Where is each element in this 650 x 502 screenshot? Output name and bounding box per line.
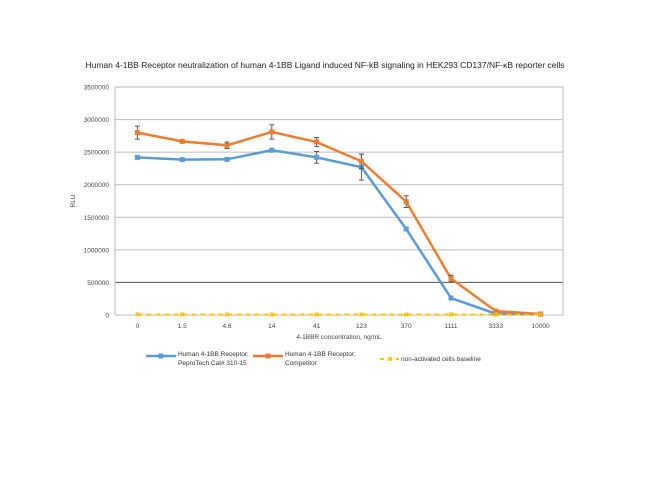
data-point-baseline: ✖ xyxy=(314,312,320,319)
data-point-0 xyxy=(493,311,499,317)
y-tick-label: 1500000 xyxy=(84,215,110,222)
data-point-1 xyxy=(179,138,185,144)
legend-label-line2: Competitor xyxy=(285,360,317,367)
legend-marker-point xyxy=(265,353,271,359)
x-axis-label: 4-1BBR concentration, ng/mL xyxy=(296,334,382,341)
chart-title: Human 4-1BB Receptor neutralization of h… xyxy=(85,60,565,70)
data-point-0 xyxy=(448,295,454,301)
legend-marker-point xyxy=(158,353,164,359)
data-point-0 xyxy=(179,157,185,163)
data-point-baseline: ✖ xyxy=(403,312,409,319)
legend-item-baseline: non-activated cells baseline xyxy=(401,355,481,364)
data-point-baseline: ✖ xyxy=(448,312,454,319)
legend-item-competitor: Human 4-1BB Receptor; Competitor xyxy=(285,350,356,368)
x-tick-label: 1.5 xyxy=(178,323,187,330)
y-tick-label: 0 xyxy=(105,313,109,320)
data-point-baseline: ✖ xyxy=(358,312,364,319)
y-tick-label: 2500000 xyxy=(84,150,110,157)
data-point-baseline: ✖ xyxy=(269,312,275,319)
data-point-0 xyxy=(134,154,140,160)
series-line-0 xyxy=(137,148,541,316)
y-tick-label: 2000000 xyxy=(84,182,110,189)
data-point-1 xyxy=(448,276,454,282)
data-point-1 xyxy=(224,142,230,148)
y-tick-label: 1000000 xyxy=(84,247,110,254)
data-point-1 xyxy=(358,158,364,164)
data-point-baseline: ✖ xyxy=(538,312,544,319)
data-point-baseline: ✖ xyxy=(134,312,140,319)
legend-label-line2: PeproTech Cat# 310-15 xyxy=(178,360,247,367)
data-point-0 xyxy=(403,226,409,232)
data-point-1 xyxy=(493,308,499,314)
legend-label-line1: Human 4-1BB Receptor; xyxy=(285,351,356,358)
data-point-baseline: ✖ xyxy=(179,312,185,319)
x-tick-label: 3333 xyxy=(489,323,504,330)
legend-label-line1: non-activated cells baseline xyxy=(401,356,481,363)
legend-item-peprotech: Human 4-1BB Receptor; PeproTech Cat# 310… xyxy=(178,350,249,368)
data-point-1 xyxy=(403,199,409,205)
x-tick-label: 41 xyxy=(313,323,321,330)
legend-label-line1: Human 4-1BB Receptor; xyxy=(178,351,249,358)
data-point-1 xyxy=(314,139,320,145)
y-tick-label: 3000000 xyxy=(84,117,110,124)
data-point-baseline: ✖ xyxy=(493,312,499,319)
series-line-1 xyxy=(137,130,541,316)
x-tick-label: 4.6 xyxy=(222,323,231,330)
data-point-1 xyxy=(134,130,140,136)
data-point-0 xyxy=(314,154,320,160)
x-tick-label: 10000 xyxy=(532,323,550,330)
x-tick-label: 370 xyxy=(401,323,412,330)
data-point-baseline: ✖ xyxy=(224,312,230,319)
x-tick-label: 123 xyxy=(356,323,367,330)
legend-marker-point: ✖ xyxy=(387,357,393,364)
y-axis-label: RLU xyxy=(70,194,77,207)
x-tick-label: 1111 xyxy=(444,323,457,330)
x-tick-label: 14 xyxy=(268,323,276,330)
data-point-0 xyxy=(269,147,275,153)
y-tick-label: 3500000 xyxy=(84,85,110,92)
x-tick-label: 0 xyxy=(136,323,140,330)
data-point-1 xyxy=(538,311,544,317)
data-point-0 xyxy=(224,156,230,162)
data-point-1 xyxy=(269,129,275,135)
y-tick-label: 500000 xyxy=(87,280,109,287)
